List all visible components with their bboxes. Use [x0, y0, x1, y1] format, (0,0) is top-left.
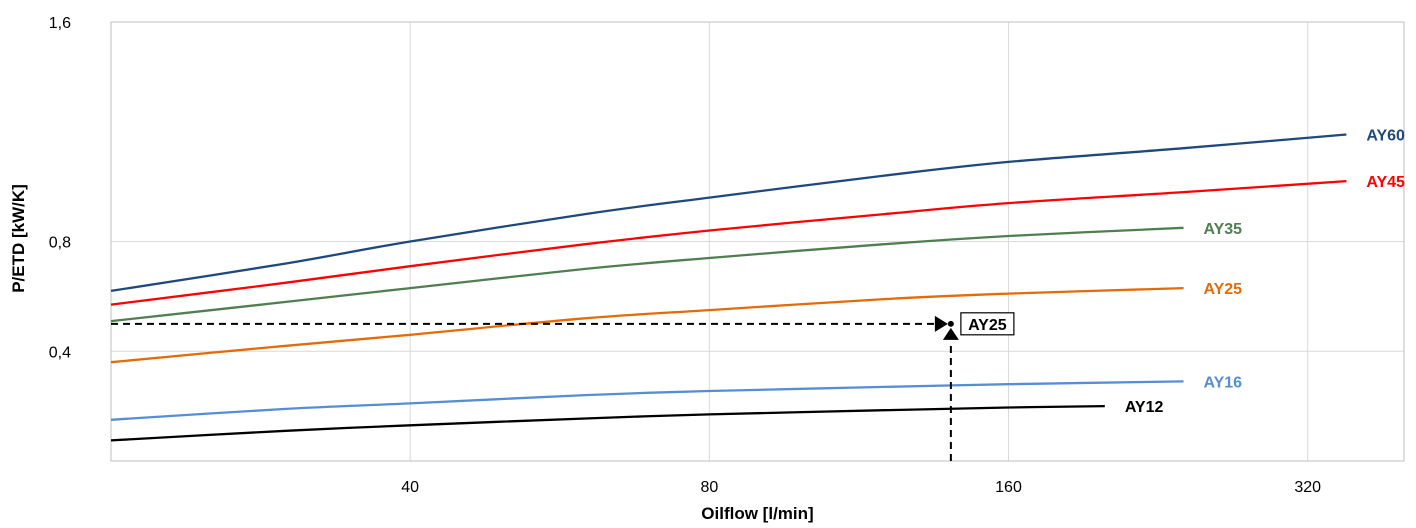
series-lines [110, 133, 1347, 442]
arrow-right-icon [934, 315, 948, 332]
arrow-up-icon [942, 327, 959, 340]
x-tick-label: 160 [995, 479, 1022, 496]
series-line-ay12 [110, 404, 1105, 442]
example-point [947, 320, 954, 327]
example-point-label: AY25 [968, 317, 1007, 334]
series-label-ay12: AY12 [1125, 399, 1164, 416]
example-reading: AY25 [111, 312, 1015, 461]
y-axis-title: P/ETD [kW/K] [9, 184, 28, 293]
series-label-ay25: AY25 [1204, 281, 1243, 298]
y-tick-label: 0,4 [49, 344, 71, 361]
y-tick-label: 0,8 [49, 235, 71, 252]
series-line-ay35 [110, 226, 1184, 323]
x-axis-title: Oilflow [l/min] [701, 504, 813, 523]
grid [111, 21, 1404, 461]
axis-ticks: 40 80 160 320 0,4 0,8 1,6 [49, 15, 1321, 496]
series-line-ay45 [110, 179, 1347, 306]
example-point-label-box [960, 312, 1015, 336]
series-label-ay16: AY16 [1204, 374, 1243, 391]
x-tick-label: 40 [401, 479, 419, 496]
plot-area [110, 21, 1405, 462]
series-labels: AY60 AY45 AY35 AY25 AY16 AY12 [1125, 127, 1405, 416]
series-line-ay60 [110, 133, 1347, 293]
x-tick-label: 320 [1294, 479, 1321, 496]
y-tick-label: 1,6 [49, 15, 71, 32]
series-label-ay60: AY60 [1366, 127, 1405, 144]
series-label-ay35: AY35 [1204, 221, 1243, 238]
series-line-ay16 [110, 380, 1184, 421]
series-label-ay45: AY45 [1366, 174, 1405, 191]
x-tick-label: 80 [700, 479, 718, 496]
series-line-ay25 [110, 286, 1184, 364]
